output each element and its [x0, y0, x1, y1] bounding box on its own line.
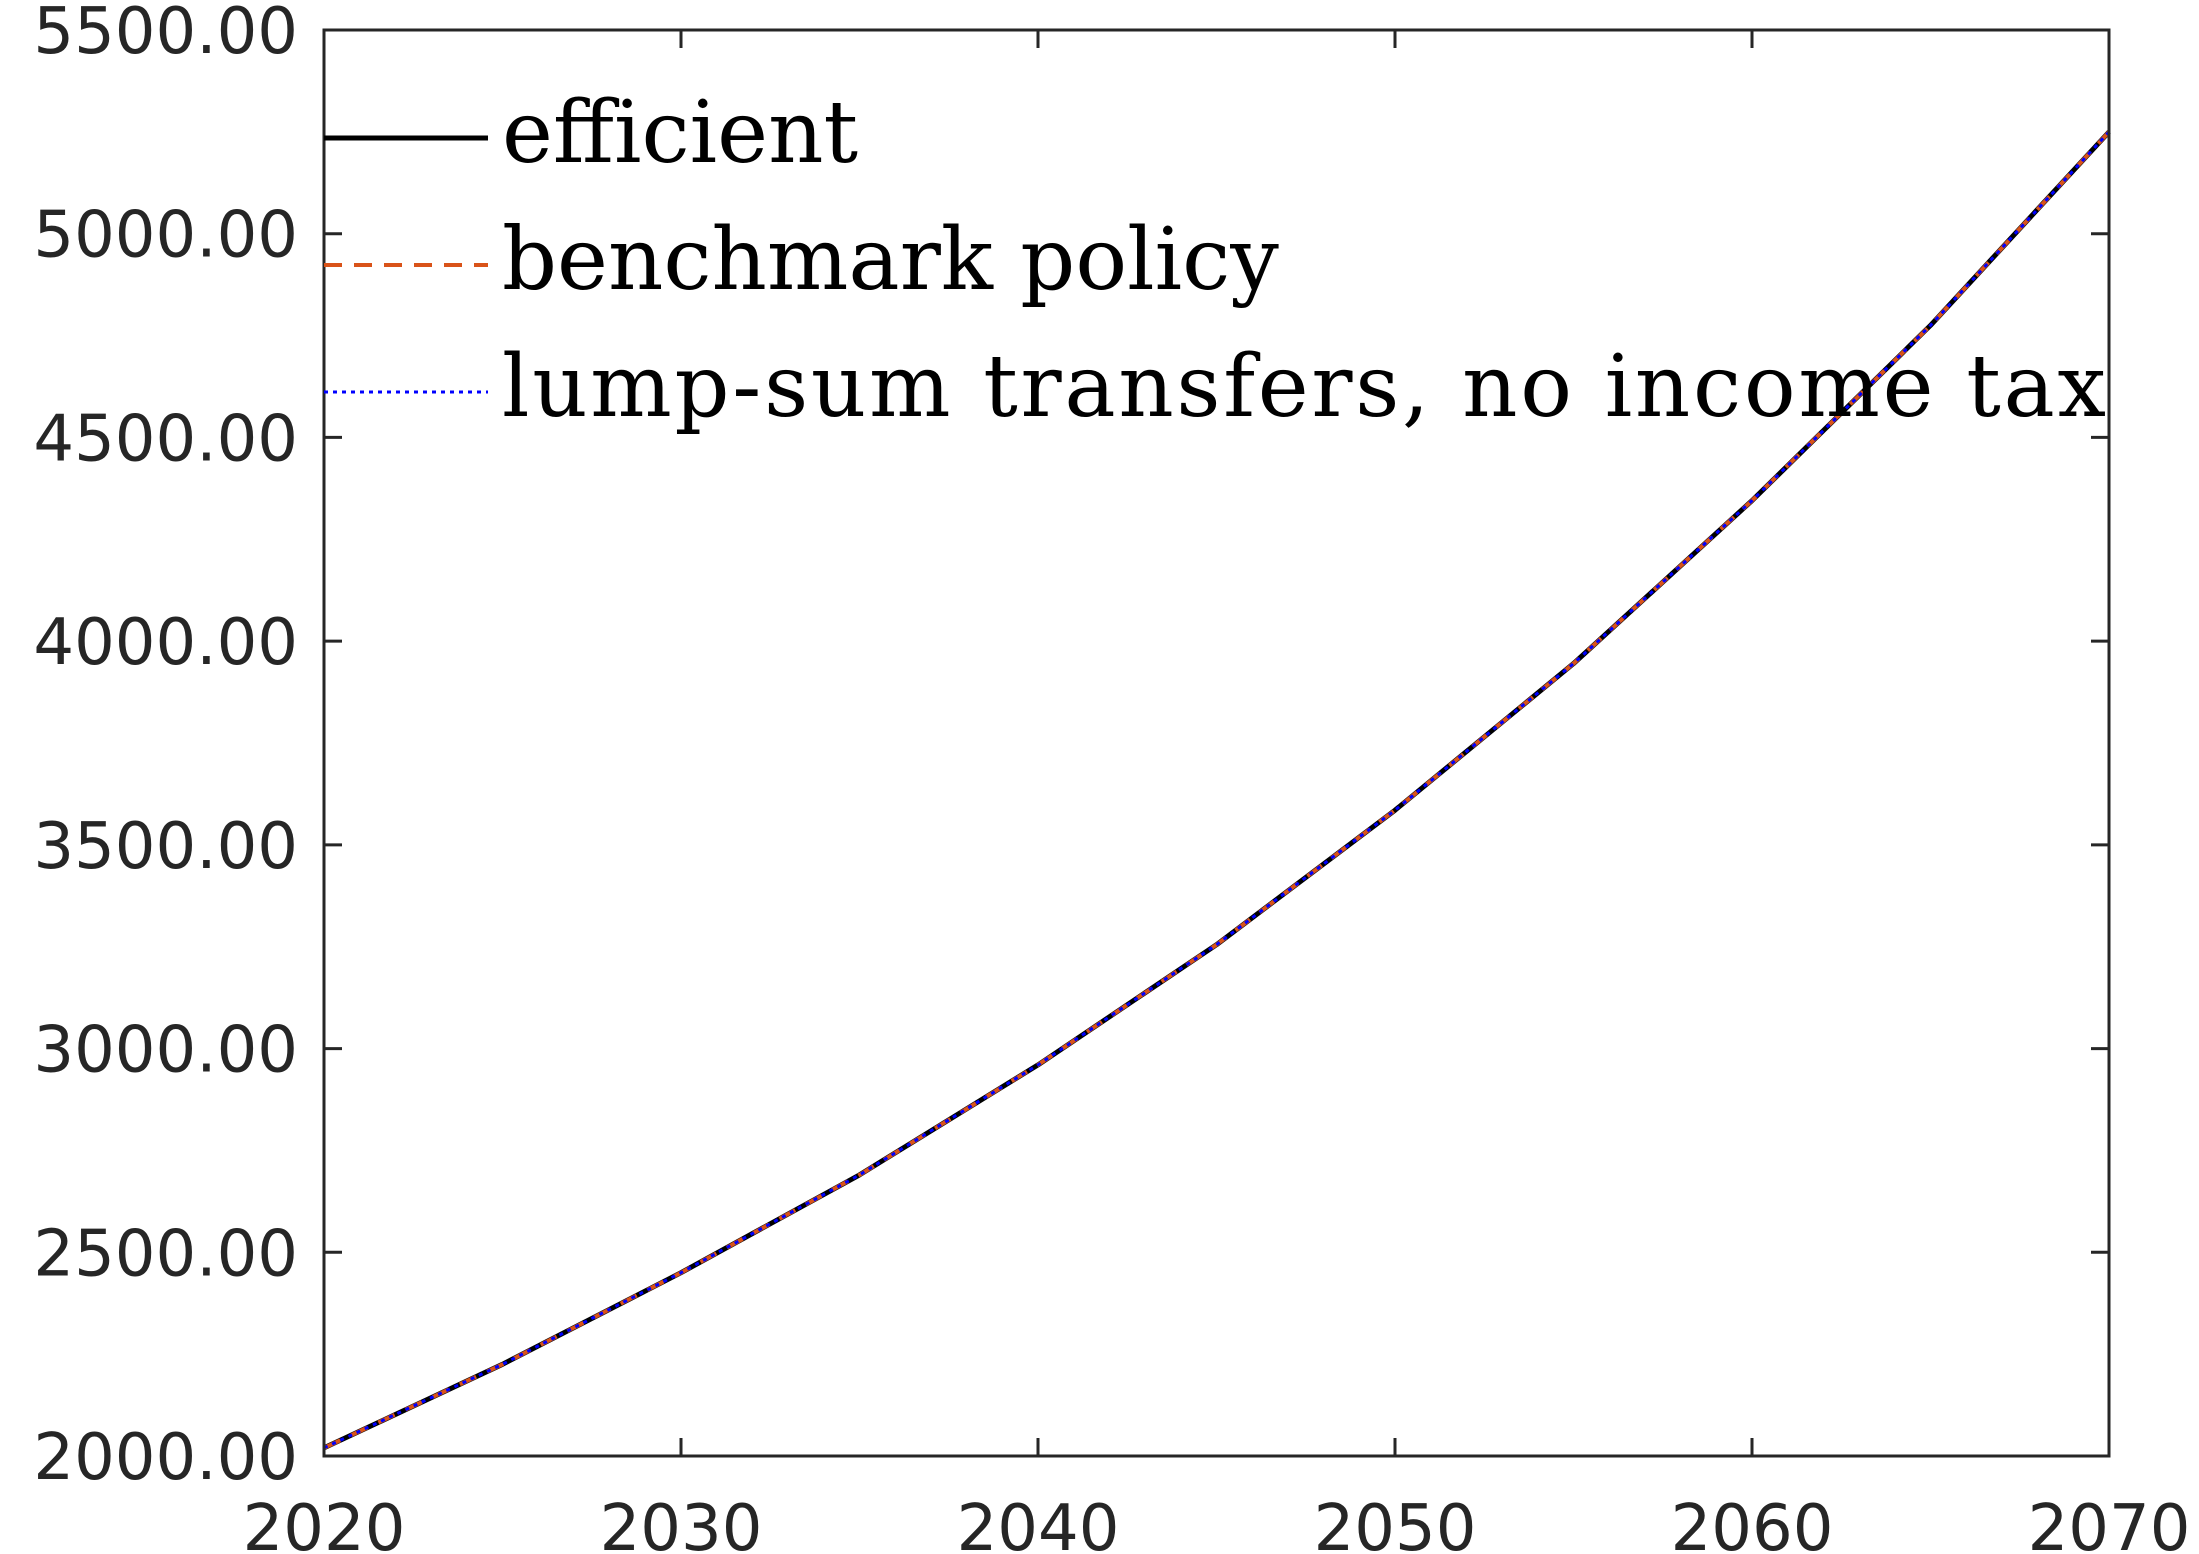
- y-tick-label: 2000.00: [33, 1421, 298, 1495]
- x-tick-label: 2040: [957, 1492, 1120, 1554]
- legend-label: lump-sum transfers, no income tax: [502, 337, 2106, 437]
- x-tick-label: 2050: [1314, 1492, 1477, 1554]
- y-tick-label: 5000.00: [33, 199, 298, 273]
- y-tick-labels: 2000.00 2500.00 3000.00 3500.00 4000.00 4500.…: [33, 0, 298, 1495]
- legend-label: efficient: [502, 83, 858, 183]
- y-tick-label: 4000.00: [33, 606, 298, 680]
- y-tick-label: 4500.00: [33, 402, 298, 476]
- x-tick-label: 2030: [600, 1492, 763, 1554]
- x-tick-labels: 2020 2030 2040 2050 2060 2070: [243, 1492, 2191, 1554]
- y-tick-label: 3500.00: [33, 810, 298, 884]
- x-tick-label: 2020: [243, 1492, 406, 1554]
- legend: efficient benchmark policy lump-sum transf…: [324, 83, 2106, 437]
- y-tick-label: 3000.00: [33, 1014, 298, 1088]
- y-tick-label: 2500.00: [33, 1217, 298, 1291]
- series-lines: [322, 130, 2111, 1451]
- plot-area-frame: [322, 28, 2111, 1458]
- x-tick-label: 2070: [2028, 1492, 2191, 1554]
- legend-label: benchmark policy: [502, 210, 1279, 310]
- y-tick-label: 5500.00: [33, 0, 298, 69]
- x-tick-label: 2060: [1671, 1492, 1834, 1554]
- series-line-lump-sum-transfers-no-income-tax: [323, 130, 2111, 1450]
